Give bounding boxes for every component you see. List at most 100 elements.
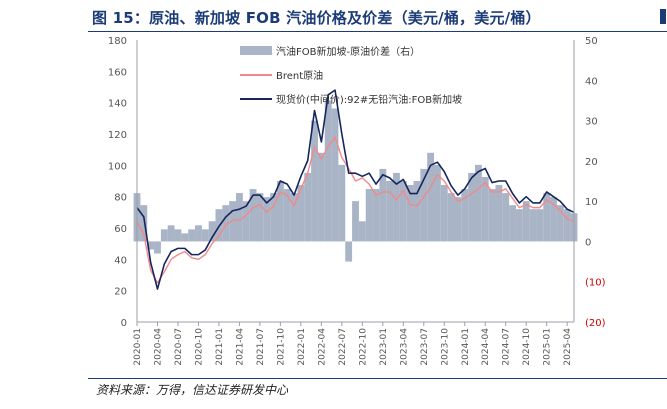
y-right-tick-label: 40 [585, 76, 598, 87]
figure-title: 图 15：原油、新加坡 FOB 汽油价格及价差（美元/桶，美元/桶） [92, 9, 541, 27]
spread-column [515, 209, 523, 242]
spread-column [468, 172, 475, 242]
gasoline-fob-line [136, 89, 575, 290]
x-tick-label: 2022-10 [358, 328, 368, 366]
y-left-tick-label: 40 [114, 255, 127, 266]
spread-column [522, 201, 530, 242]
footer-divider [88, 378, 667, 379]
spread-column [270, 193, 277, 242]
spread-area-layer [133, 100, 578, 262]
spread-column [147, 241, 155, 250]
legend-label-gasoline: 现货价(中间价):92#无铅汽油:FOB新加坡 [276, 93, 462, 106]
spread-column [174, 229, 182, 242]
spread-column [440, 185, 448, 242]
y-left-tick-label: 20 [114, 287, 127, 298]
x-tick-label: 2021-07 [256, 328, 266, 366]
spread-column [188, 229, 196, 242]
spread-column [406, 185, 414, 242]
y-left-tick-label: 160 [108, 67, 127, 78]
spread-column [474, 164, 482, 242]
x-tick-label: 2024-07 [502, 328, 512, 366]
x-tick-label: 2020-07 [174, 328, 184, 366]
y-left-tick-label: 120 [108, 130, 127, 141]
spread-column [399, 181, 407, 242]
y-left-tick-label: 140 [108, 99, 127, 110]
spread-column [256, 193, 264, 242]
spread-column [427, 152, 435, 242]
x-tick-label: 2020-01 [133, 328, 143, 366]
x-tick-label: 2020-10 [194, 328, 204, 366]
y-left-tick-label: 100 [108, 161, 127, 172]
spread-column [290, 193, 298, 242]
spread-column [386, 181, 394, 242]
spread-column [434, 164, 441, 242]
spread-column [140, 205, 148, 242]
spread-column [372, 189, 380, 242]
brent-line [136, 136, 575, 284]
spread-column [365, 189, 373, 242]
spread-column [208, 221, 216, 242]
source-note: 资料来源：万得，信达证券研发中心 [96, 383, 289, 397]
y-left-tick-label: 80 [114, 193, 127, 204]
x-tick-label: 2024-01 [461, 328, 471, 366]
spread-column [167, 225, 175, 242]
x-tick-label: 2021-01 [215, 328, 225, 366]
x-tick-label: 2022-07 [338, 328, 348, 366]
spread-column [352, 201, 359, 242]
y-right-tick-label: 30 [585, 117, 598, 128]
y-right-tick-label: (20) [585, 318, 606, 329]
spread-column [413, 181, 421, 242]
spread-column [338, 164, 346, 242]
spread-column [249, 189, 257, 242]
x-tick-label: 2022-04 [317, 328, 327, 366]
spread-column [502, 193, 510, 242]
spread-column [201, 229, 209, 242]
spread-column [297, 185, 305, 242]
x-tick-label: 2025-04 [563, 328, 573, 366]
spread-column [222, 205, 230, 242]
spread-column [317, 152, 325, 242]
title-divider [88, 31, 667, 32]
spread-column [181, 233, 189, 242]
y-right-tick-label: 20 [585, 157, 598, 168]
y-left-tick-label: 180 [108, 36, 127, 47]
spread-column [454, 197, 462, 242]
price-lines-layer [136, 89, 575, 290]
y-right-tick-label: 50 [585, 36, 598, 47]
spread-column [461, 189, 469, 242]
spread-column [242, 201, 250, 242]
spread-column [324, 100, 332, 242]
y-left-tick-label: 0 [121, 318, 127, 329]
x-tick-label: 2021-10 [276, 328, 286, 366]
y-right-tick-label: 10 [585, 197, 598, 208]
spread-column [331, 108, 339, 242]
x-tick-label: 2023-07 [420, 328, 430, 366]
spread-column [393, 172, 400, 242]
spread-column [379, 168, 387, 242]
spread-column [263, 197, 271, 242]
y-right-tick-label: (10) [585, 278, 606, 289]
x-tick-label: 2023-01 [379, 328, 389, 366]
spread-column [229, 201, 237, 242]
spread-column [160, 229, 168, 242]
x-tick-label: 2020-04 [153, 328, 163, 366]
axes-layer: 0 20 40 60 80 100 120 140 160 180 (20) (10) 0 10 20 30 4… [108, 36, 606, 366]
legend-label-brent: Brent原油 [276, 69, 323, 82]
legend-label-spread: 汽油FOB新加坡-原油价差（右） [276, 45, 420, 58]
x-tick-label: 2025-01 [543, 328, 553, 366]
spread-column [447, 193, 455, 242]
x-tick-label: 2024-04 [481, 328, 491, 366]
x-tick-label: 2023-10 [440, 328, 450, 366]
spread-column [481, 176, 489, 242]
spread-column [195, 225, 202, 242]
spread-column [154, 241, 161, 254]
spread-column [420, 168, 428, 242]
spread-column [236, 193, 243, 242]
x-tick-label: 2023-04 [399, 328, 409, 366]
spread-column [345, 241, 353, 262]
y-right-tick-label: 0 [585, 237, 591, 248]
spread-column [536, 209, 544, 242]
spread-column [550, 197, 557, 242]
spread-column [495, 185, 503, 242]
